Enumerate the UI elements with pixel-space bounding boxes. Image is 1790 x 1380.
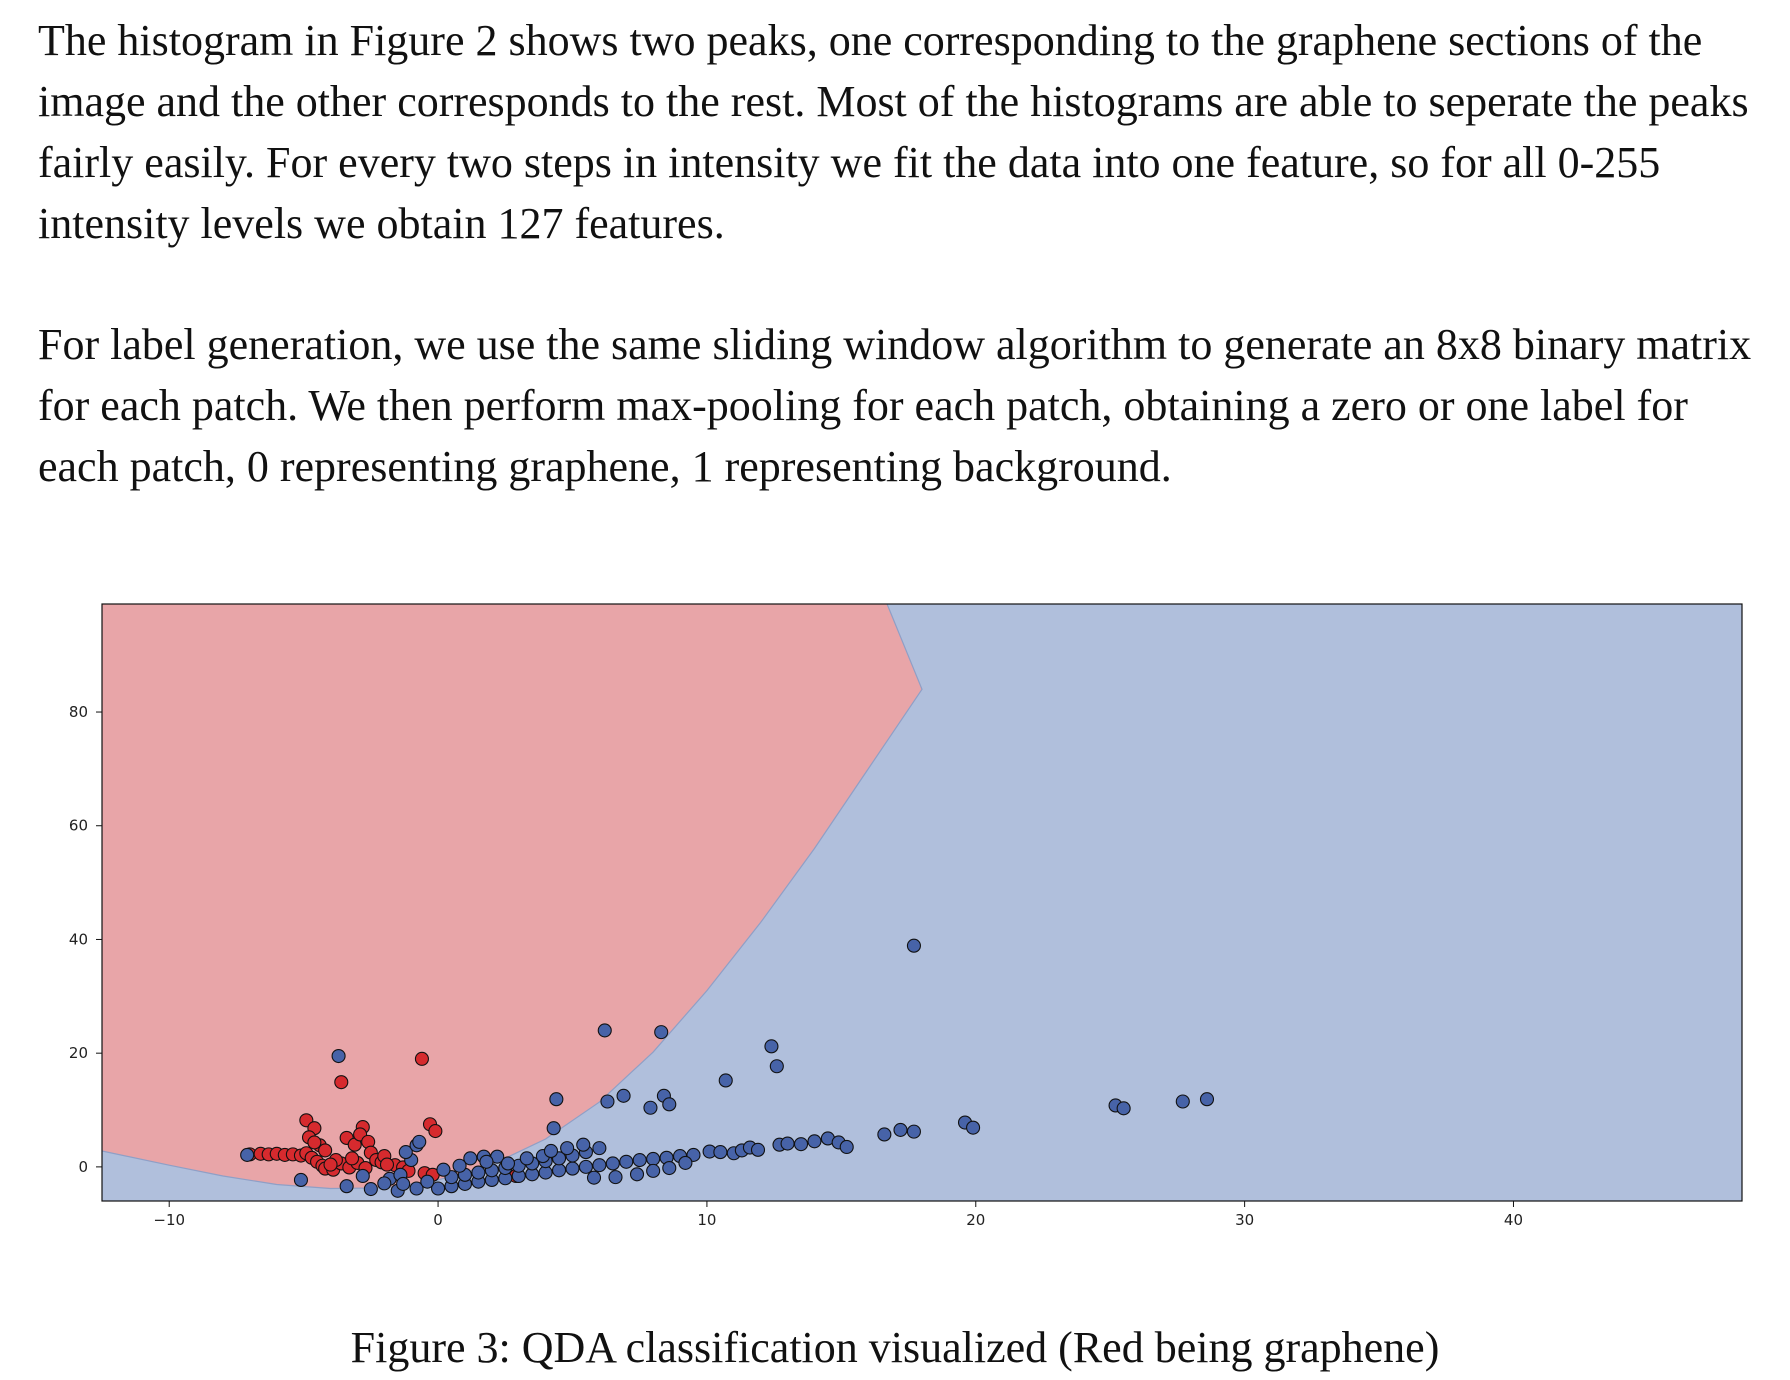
- background-point: [893, 1122, 908, 1137]
- background-point: [240, 1147, 255, 1162]
- background-point: [543, 1143, 559, 1159]
- text-line: For label generation, we use the same sl…: [38, 320, 1752, 369]
- text-line: for each patch. We then perform max-pool…: [38, 381, 1688, 430]
- graphene-point: [323, 1157, 338, 1172]
- text-line: intensity levels we obtain 127 features.: [38, 199, 725, 248]
- y-tick-label: 20: [69, 1044, 88, 1062]
- text-line: The histogram in Figure 2 shows two peak…: [38, 16, 1703, 65]
- background-point: [662, 1160, 677, 1176]
- background-point: [793, 1137, 809, 1152]
- background-point: [592, 1158, 607, 1173]
- background-point: [551, 1163, 567, 1178]
- background-point: [877, 1127, 892, 1142]
- background-point: [750, 1142, 766, 1157]
- background-point: [839, 1139, 854, 1155]
- background-point: [479, 1154, 494, 1169]
- graphene-point: [307, 1135, 322, 1150]
- background-point: [398, 1145, 413, 1160]
- background-point: [431, 1181, 446, 1196]
- decision-boundary: [102, 604, 923, 1190]
- graphene-region: [102, 604, 922, 1189]
- y-tick-label: 60: [69, 817, 88, 835]
- paragraph-label-generation: For label generation, we use the same sl…: [38, 314, 1778, 497]
- figure-caption: Figure 3: QDA classification visualized …: [350, 1323, 1440, 1372]
- x-tick-label: 30: [1235, 1211, 1254, 1229]
- background-point: [906, 938, 921, 953]
- graphene-point: [334, 1075, 349, 1090]
- background-point: [412, 1134, 427, 1149]
- background-point: [452, 1158, 467, 1173]
- background-point: [1199, 1092, 1215, 1107]
- background-point: [565, 1161, 580, 1176]
- background-point: [377, 1176, 392, 1191]
- background-point: [339, 1179, 354, 1194]
- background-point: [546, 1121, 561, 1136]
- graphene-point: [344, 1151, 360, 1166]
- background-point: [396, 1176, 411, 1191]
- background-point: [578, 1159, 593, 1174]
- background-point: [586, 1170, 602, 1185]
- text-line: fairly easily. For every two steps in in…: [38, 138, 1661, 187]
- y-tick-label: 80: [69, 703, 88, 721]
- background-point: [632, 1153, 647, 1168]
- y-tick-label: 40: [69, 930, 88, 948]
- background-point: [662, 1097, 677, 1112]
- background-point: [713, 1145, 728, 1160]
- background-point: [654, 1025, 669, 1040]
- background-point: [616, 1088, 631, 1103]
- background-point: [619, 1154, 634, 1169]
- background-point: [420, 1174, 435, 1189]
- background-point: [331, 1048, 346, 1064]
- background-point: [560, 1141, 575, 1156]
- background-point: [807, 1134, 822, 1149]
- background-point: [1116, 1101, 1131, 1116]
- background-point: [519, 1151, 534, 1166]
- background-point: [780, 1136, 795, 1151]
- background-point: [906, 1124, 921, 1139]
- background-point: [355, 1168, 370, 1184]
- background-point: [646, 1151, 661, 1166]
- x-tick-label: 40: [1504, 1211, 1523, 1229]
- points-layer: [240, 938, 1215, 1198]
- qda-scatter-chart: −10 0 10 20 30 40 0 20 40 60 80: [69, 603, 1743, 1229]
- background-point: [463, 1151, 478, 1166]
- background-point: [764, 1039, 779, 1054]
- graphene-point: [428, 1124, 443, 1139]
- axes: −10 0 10 20 30 40 0 20 40 60 80: [69, 703, 1523, 1229]
- background-point: [471, 1165, 486, 1180]
- background-point: [718, 1073, 733, 1088]
- background-point: [769, 1059, 784, 1074]
- background-point: [605, 1156, 620, 1171]
- x-tick-label: 20: [966, 1211, 985, 1229]
- background-point: [436, 1162, 451, 1177]
- x-tick-label: 0: [433, 1211, 443, 1229]
- plot-frame: [101, 603, 1743, 1202]
- x-tick-label: 10: [697, 1211, 716, 1229]
- background-point: [597, 1023, 612, 1038]
- background-point: [600, 1094, 615, 1109]
- background-point: [629, 1167, 645, 1182]
- background-point: [1175, 1094, 1190, 1109]
- background-point: [500, 1156, 516, 1171]
- background-point: [363, 1182, 378, 1197]
- background-point: [608, 1170, 623, 1185]
- background-point: [966, 1120, 981, 1135]
- background-point: [576, 1137, 591, 1152]
- background-point: [646, 1163, 661, 1178]
- background-point: [678, 1155, 693, 1170]
- graphene-point: [414, 1051, 429, 1066]
- background-point: [643, 1100, 658, 1115]
- x-tick-label: −10: [153, 1211, 185, 1229]
- background-point: [549, 1092, 564, 1107]
- background-point: [293, 1172, 309, 1188]
- y-tick-label: 0: [78, 1158, 88, 1176]
- paragraph-histogram-description: The histogram in Figure 2 shows two peak…: [38, 10, 1778, 254]
- text-line: each patch, 0 representing graphene, 1 r…: [38, 442, 1172, 491]
- background-point: [409, 1181, 424, 1196]
- graphene-point: [318, 1143, 333, 1158]
- background-point: [592, 1141, 607, 1156]
- text-line: image and the other corresponds to the r…: [38, 77, 1749, 126]
- graphene-point: [379, 1157, 395, 1172]
